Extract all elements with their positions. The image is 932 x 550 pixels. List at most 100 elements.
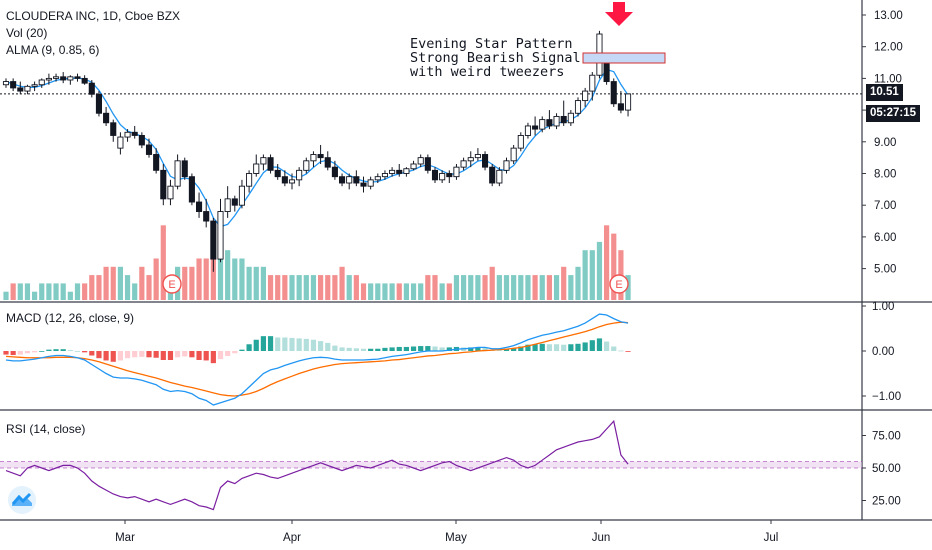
rsi-label: RSI (14, close)	[6, 422, 86, 436]
tradingview-logo-icon[interactable]	[8, 486, 36, 514]
volume-bar	[461, 275, 467, 300]
macd-histogram-bar	[132, 351, 138, 358]
price-tick-label: 12.00	[874, 42, 903, 54]
volume-bar	[24, 283, 31, 300]
candle-body	[67, 76, 74, 81]
macd-histogram-bar	[282, 337, 288, 351]
rsi-tick-label: 50.00	[872, 463, 901, 475]
candle-body	[532, 125, 539, 130]
volume-bar	[196, 258, 202, 300]
candle-body	[124, 131, 131, 138]
time-tick-label: Apr	[283, 532, 301, 544]
volume-bar	[346, 275, 352, 300]
volume-bar	[418, 283, 424, 300]
macd-histogram-bar	[353, 348, 359, 351]
candle-body	[367, 179, 374, 187]
last-price-tag: 10.51	[866, 84, 903, 101]
candle-body	[274, 169, 281, 178]
chart-legend: CLOUDERA INC, 1D, Cboe BZX Vol (20) ALMA…	[6, 8, 180, 59]
candle-body	[2, 81, 10, 86]
volume-bar	[217, 241, 224, 300]
candle-body	[224, 198, 231, 212]
candle-body	[331, 166, 338, 178]
volume-bar	[368, 283, 374, 300]
macd-histogram-bar	[375, 348, 381, 351]
candle-body	[210, 220, 217, 260]
macd-histogram-bar	[225, 351, 231, 356]
volume-bar	[282, 275, 288, 300]
macd-histogram-bar	[475, 347, 481, 351]
candle-body	[10, 81, 17, 89]
candle-body	[188, 176, 195, 203]
macd-histogram-bar	[167, 351, 174, 360]
rsi-legend: RSI (14, close)	[6, 421, 85, 438]
candle-body	[417, 157, 424, 165]
macd-histogram-bar	[289, 337, 295, 351]
annotation-rectangle	[582, 52, 666, 64]
volume-bar	[246, 266, 252, 300]
candle-body	[567, 112, 574, 124]
candle-body	[439, 173, 446, 181]
macd-histogram-bar	[446, 347, 452, 351]
volume-bar	[117, 266, 123, 300]
volume-bar	[403, 283, 409, 300]
macd-histogram-bar	[210, 351, 216, 364]
macd-histogram-bar	[532, 344, 538, 351]
macd-histogram-bar	[332, 345, 338, 351]
volume-bar	[132, 283, 138, 300]
price-tick-label: 13.00	[874, 10, 903, 22]
chart-title: CLOUDERA INC, 1D, Cboe BZX	[6, 9, 181, 23]
volume-bar	[475, 275, 481, 300]
macd-histogram-bar	[368, 348, 374, 351]
macd-histogram-bar	[246, 344, 252, 351]
volume-bar	[32, 291, 38, 300]
macd-histogram-bar	[275, 337, 281, 351]
volume-bar	[575, 266, 581, 300]
volume-bar	[160, 225, 166, 300]
candle-body	[460, 160, 467, 168]
macd-histogram-bar	[110, 351, 116, 362]
volume-bar	[439, 283, 445, 300]
volume-bar	[468, 275, 474, 300]
macd-histogram-bar	[360, 348, 367, 351]
time-tick-label: May	[445, 532, 467, 544]
macd-histogram-bar	[511, 348, 517, 351]
volume-bar	[289, 275, 295, 300]
volume-bar	[503, 275, 510, 300]
volume-bar	[96, 275, 102, 300]
candle-body	[517, 135, 524, 149]
macd-signal-line	[5, 321, 629, 397]
macd-histogram-bar	[425, 346, 431, 351]
alma-indicator-label: ALMA (9, 0.85, 6)	[6, 43, 100, 57]
macd-histogram-bar	[82, 351, 88, 353]
candle-body	[496, 169, 503, 184]
macd-histogram-bar	[518, 346, 524, 351]
macd-histogram-bar	[496, 350, 502, 351]
macd-histogram-bar	[403, 346, 409, 351]
down-arrow-icon	[605, 2, 633, 26]
candle-body	[324, 157, 331, 168]
volume-bar	[410, 283, 417, 300]
candle-body	[539, 119, 546, 130]
volume-bar	[203, 258, 209, 300]
candle-body	[339, 176, 346, 184]
rsi-tick-label: 25.00	[872, 496, 901, 508]
candle-body	[374, 176, 381, 181]
macd-line	[5, 313, 629, 406]
annotation-line-3: with weird tweezers	[410, 64, 565, 80]
macd-histogram-bar	[553, 344, 560, 351]
rsi-line	[5, 419, 629, 511]
volume-bar	[239, 258, 245, 300]
macd-histogram-bar	[67, 350, 73, 351]
candle-body	[410, 163, 417, 170]
candle-body	[446, 173, 453, 178]
macd-histogram-bar	[604, 341, 610, 351]
macd-histogram-bar	[3, 351, 9, 355]
rsi-band	[0, 461, 862, 468]
macd-histogram-bar	[267, 336, 274, 351]
macd-histogram-bar	[468, 347, 474, 351]
volume-bar	[67, 291, 73, 300]
candle-body	[145, 144, 153, 155]
macd-histogram-bar	[160, 351, 166, 360]
